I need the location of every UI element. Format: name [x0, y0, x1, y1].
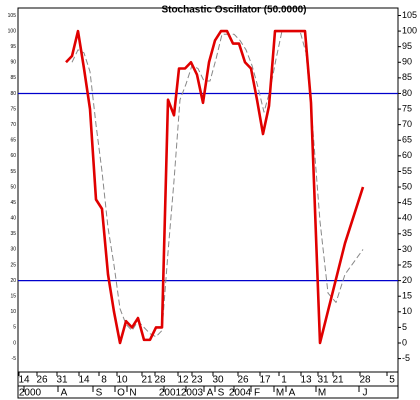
y-tick-label-left: 65 — [10, 138, 16, 144]
x-tick-label: 26 — [237, 375, 249, 386]
x-tick-label: 13 — [300, 375, 312, 386]
y-tick-label: 100 — [402, 25, 417, 35]
x-tick-label: 30 — [212, 375, 224, 386]
y-tick-label: 90 — [402, 57, 412, 67]
period-label: 2003 — [181, 388, 204, 399]
x-tick-label: 31 — [317, 375, 329, 386]
period-label: F — [254, 388, 260, 399]
y-tick-label-left: 45 — [10, 200, 16, 206]
y-tick-label-left: 85 — [10, 75, 16, 81]
x-tick-label: 1 — [281, 375, 287, 386]
period-label: M — [276, 388, 284, 399]
y-tick-label-left: 40 — [10, 216, 16, 222]
y-tick-label: 25 — [402, 259, 412, 269]
y-tick-label: 5 — [402, 322, 407, 332]
x-tick-label: 8 — [101, 375, 107, 386]
y-tick-label: 50 — [402, 181, 412, 191]
period-label: 2004 — [229, 388, 252, 399]
period-label: S — [96, 388, 103, 399]
y-tick-label: 60 — [402, 150, 412, 160]
y-tick-label: 15 — [402, 291, 412, 301]
y-tick-label: 55 — [402, 166, 412, 176]
x-tick-label: 14 — [78, 375, 90, 386]
y-tick-label: 20 — [402, 275, 412, 285]
period-label: S — [218, 388, 225, 399]
period-label: J — [363, 388, 368, 399]
y-tick-label-left: 80 — [10, 91, 16, 97]
period-label: A — [207, 388, 214, 399]
y-tick-label-left: 35 — [10, 231, 16, 237]
y-tick-label-left: 90 — [10, 60, 16, 66]
y-tick-label: 10 — [402, 306, 412, 316]
y-tick-label: 75 — [402, 103, 412, 113]
y-tick-label: 80 — [402, 88, 412, 98]
period-label: 2000 — [19, 388, 42, 399]
y-tick-label: 70 — [402, 119, 412, 129]
x-tick-label: 21 — [141, 375, 153, 386]
y-tick-label-left: 75 — [10, 106, 16, 112]
period-label: O — [117, 388, 125, 399]
series-line — [71, 30, 364, 338]
y-tick-label-left: 95 — [10, 44, 16, 50]
y-tick-label-left: 0 — [13, 340, 16, 346]
x-tick-label: 14 — [18, 375, 30, 386]
x-tick-label: 31 — [56, 375, 68, 386]
y-tick-label-left: 100 — [8, 28, 17, 34]
x-tick-label: 10 — [116, 375, 128, 386]
y-tick-label-left: 50 — [10, 184, 16, 190]
chart-title: Stochastic Oscillator (50.0000) — [161, 5, 306, 16]
y-tick-label-left: -5 — [12, 356, 17, 362]
y-tick-label: 85 — [402, 72, 412, 82]
x-tick-label: 26 — [36, 375, 48, 386]
x-tick-label: 28 — [154, 375, 166, 386]
y-tick-label-left: 10 — [10, 309, 16, 315]
y-tick-label: 45 — [402, 197, 412, 207]
y-tick-label: 95 — [402, 41, 412, 51]
y-tick-label-left: 30 — [10, 247, 16, 253]
y-tick-label-left: 25 — [10, 262, 16, 268]
period-label: 2001 — [159, 388, 182, 399]
y-tick-label: -5 — [402, 353, 410, 363]
y-tick-label: 0 — [402, 337, 407, 347]
x-tick-label: 5 — [389, 375, 395, 386]
y-tick-label-left: 70 — [10, 122, 16, 128]
y-tick-label: 40 — [402, 213, 412, 223]
x-tick-label: 21 — [332, 375, 344, 386]
y-tick-label-left: 5 — [13, 325, 16, 331]
series-line — [65, 29, 365, 345]
y-tick-label-left: 105 — [8, 13, 17, 19]
y-tick-label-left: 60 — [10, 153, 16, 159]
period-label: M — [318, 388, 326, 399]
x-tick-label: 23 — [191, 375, 203, 386]
period-label: A — [289, 388, 296, 399]
y-tick-label-left: 15 — [10, 294, 16, 300]
period-label: N — [129, 388, 136, 399]
x-tick-label: 28 — [359, 375, 371, 386]
x-tick-label: 12 — [177, 375, 189, 386]
y-tick-label: 30 — [402, 244, 412, 254]
y-tick-label-left: 55 — [10, 169, 16, 175]
y-tick-label: 65 — [402, 135, 412, 145]
x-tick-label: 17 — [259, 375, 271, 386]
period-label: A — [61, 388, 68, 399]
y-tick-label: 35 — [402, 228, 412, 238]
y-tick-label: 105 — [402, 10, 417, 20]
y-tick-label-left: 20 — [10, 278, 16, 284]
